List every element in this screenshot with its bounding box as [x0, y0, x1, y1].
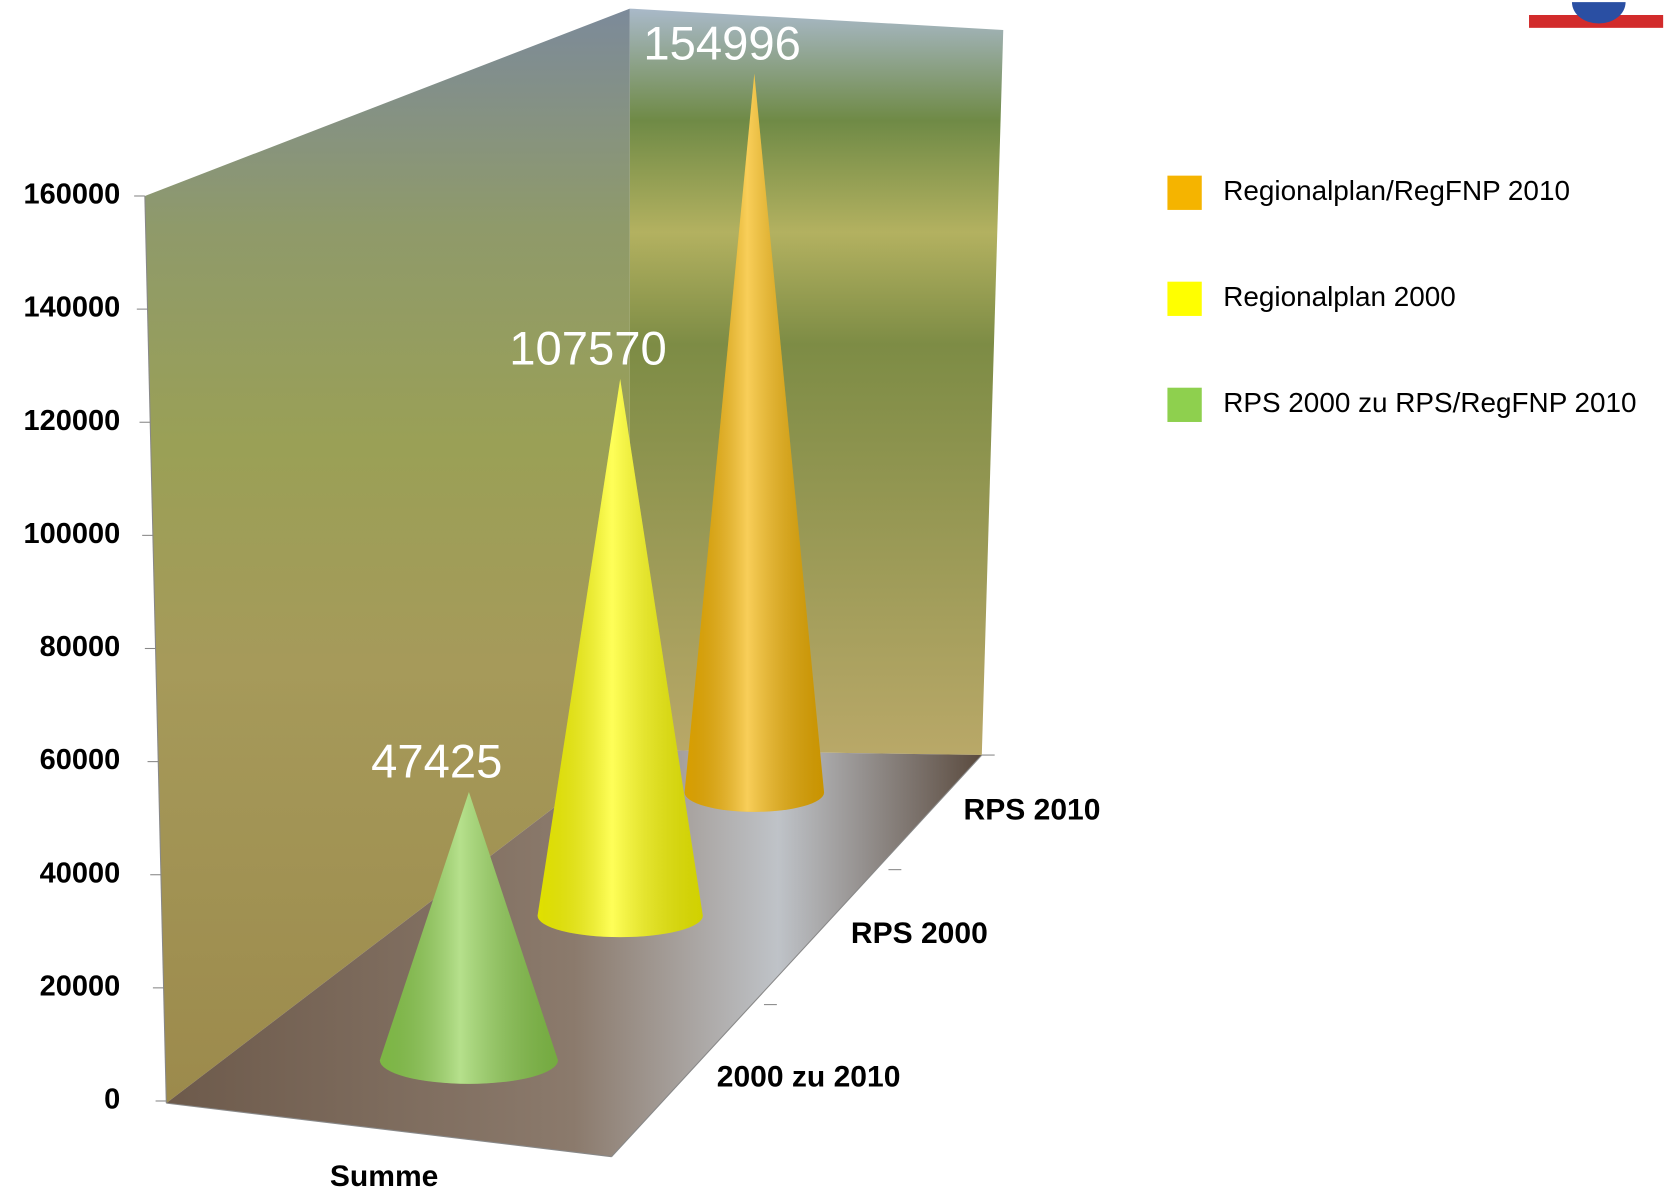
y-tick-label: 100000 — [24, 518, 121, 550]
depth-label: 2000 zu 2010 — [717, 1060, 901, 1093]
legend-swatch — [1167, 281, 1202, 316]
legend-swatch — [1167, 387, 1202, 422]
legend-label: Regionalplan/RegFNP 2010 — [1223, 175, 1570, 206]
y-tick-label: 140000 — [24, 292, 121, 324]
logo — [1571, 2, 1626, 24]
x-axis — [166, 1102, 612, 1158]
cone-shading — [684, 73, 825, 812]
y-tick-label: 0 — [104, 1084, 120, 1116]
back-wall — [629, 8, 1004, 756]
y-tick-label: 60000 — [40, 744, 121, 776]
plot-area: 0 20000 40000 60000 80000 100000 120000 140000 1… — [24, 2, 1664, 1193]
value-label: 154996 — [643, 16, 801, 69]
value-label: 47425 — [371, 735, 502, 788]
y-tick-label: 40000 — [40, 857, 121, 889]
y-axis — [144, 195, 167, 1104]
legend-swatch — [1167, 175, 1202, 210]
legend-label: Regionalplan 2000 — [1223, 281, 1456, 312]
side-wall — [144, 8, 630, 1104]
value-label: 107570 — [509, 322, 667, 375]
y-tick-label: 160000 — [24, 179, 121, 211]
y-tick-label: 20000 — [40, 971, 121, 1003]
depth-label: RPS 2000 — [851, 917, 988, 950]
cone-shading — [537, 379, 703, 938]
depth-axis — [611, 754, 983, 1158]
y-tick-label: 80000 — [40, 631, 121, 663]
x-tick-label: Summe — [330, 1160, 438, 1189]
floor — [166, 749, 982, 1157]
y-tick-label: 120000 — [24, 405, 121, 437]
cone-shading — [379, 792, 558, 1084]
legend-label: RPS 2000 zu RPS/RegFNP 2010 — [1223, 387, 1636, 418]
depth-label: RPS 2010 — [964, 794, 1101, 827]
